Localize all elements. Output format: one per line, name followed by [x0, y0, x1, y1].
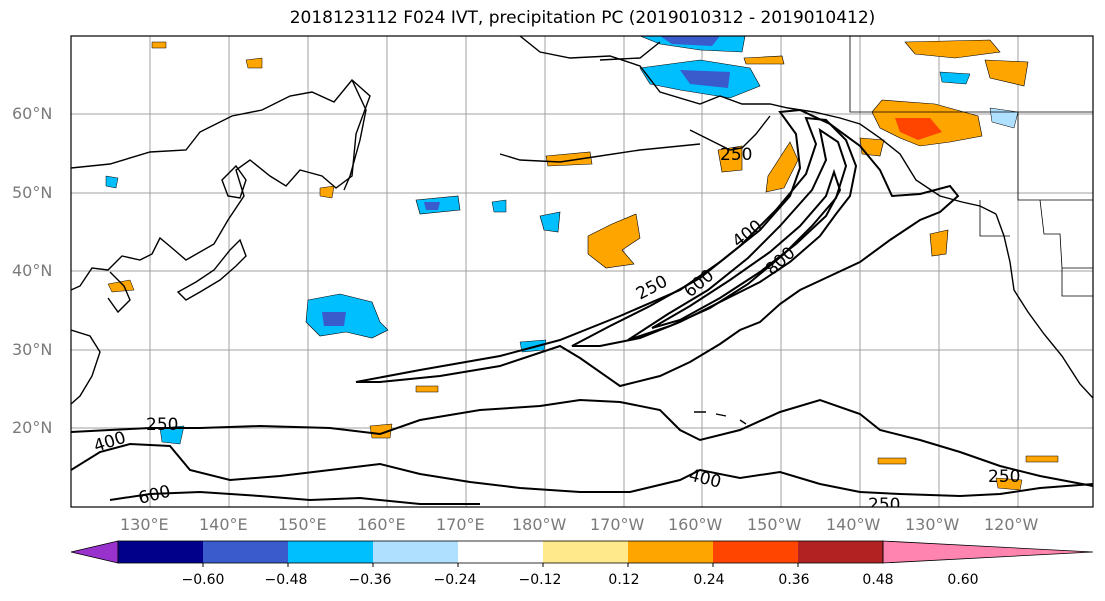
lon-label: 140°E — [199, 515, 248, 534]
colorbar-tick-label: 0.12 — [608, 572, 640, 588]
lon-label: 130°W — [905, 515, 960, 534]
colorbar-frame — [117, 540, 884, 564]
colorbar-tick-label: 0.24 — [693, 572, 725, 588]
colorbar-tick-label: 0.48 — [862, 572, 894, 588]
colorbar-tick-label: −0.12 — [518, 572, 562, 588]
contour-label: 400 — [687, 465, 723, 492]
lon-label: 150°W — [747, 515, 802, 534]
contour-label: 250 — [868, 495, 900, 515]
lon-label: 160°W — [668, 515, 723, 534]
colorbar-extend-high — [882, 540, 1094, 564]
colorbar-segment — [798, 541, 883, 563]
precipitation-shading — [105, 36, 1059, 491]
map-plot: 250 400 600 800 250 400 600 400 250 250 … — [71, 36, 1093, 515]
contour-labels: 250 400 600 800 250 400 600 400 250 250 … — [91, 145, 1020, 515]
lon-label: 160°E — [357, 515, 406, 534]
lat-label: 20°N — [12, 418, 53, 437]
borders — [849, 36, 1093, 297]
lon-label: 120°W — [984, 515, 1039, 534]
colorbar-segment — [288, 541, 373, 563]
colorbar-segment — [628, 541, 713, 563]
contour-label: 400 — [91, 428, 128, 457]
contour-label: 400 — [729, 216, 767, 252]
contour-label: 250 — [146, 415, 178, 435]
colorbar-segment — [543, 541, 628, 563]
contour-label: 250 — [633, 272, 671, 305]
map-title: 2018123112 F024 IVT, precipitation PC (2… — [289, 8, 876, 28]
colorbar-tick-label: 0.36 — [778, 572, 810, 588]
lat-label: 60°N — [12, 104, 53, 123]
colorbar-segment — [373, 541, 458, 563]
lon-label: 170°W — [590, 515, 645, 534]
colorbar-tick-label: 0.60 — [947, 572, 979, 588]
colorbar — [70, 540, 1094, 567]
colorbar-segment — [713, 541, 798, 563]
contour-label: 250 — [988, 467, 1020, 487]
graticule — [71, 36, 1093, 507]
colorbar-segment — [118, 541, 203, 563]
colorbar-tick-label: −0.60 — [181, 572, 225, 588]
lon-label: 150°E — [278, 515, 327, 534]
lon-label: 130°E — [120, 515, 169, 534]
ivt-contours — [71, 108, 1093, 505]
map-frame — [70, 35, 1094, 508]
lon-label: 180°W — [512, 515, 567, 534]
lon-label: 140°W — [826, 515, 881, 534]
colorbar-extend-low — [70, 540, 119, 564]
coastlines — [71, 36, 1093, 425]
lon-label: 170°E — [436, 515, 485, 534]
colorbar-tick-label: −0.48 — [264, 572, 308, 588]
lat-label: 40°N — [12, 261, 53, 280]
contour-label: 250 — [720, 145, 752, 165]
colorbar-tick-label: −0.36 — [348, 572, 392, 588]
lat-label: 30°N — [12, 340, 53, 359]
lat-label: 50°N — [12, 183, 53, 202]
colorbar-segment — [458, 541, 543, 563]
colorbar-tick-label: −0.24 — [433, 572, 477, 588]
colorbar-segment — [203, 541, 288, 563]
contour-label: 800 — [762, 243, 800, 280]
contour-label: 600 — [136, 482, 172, 509]
